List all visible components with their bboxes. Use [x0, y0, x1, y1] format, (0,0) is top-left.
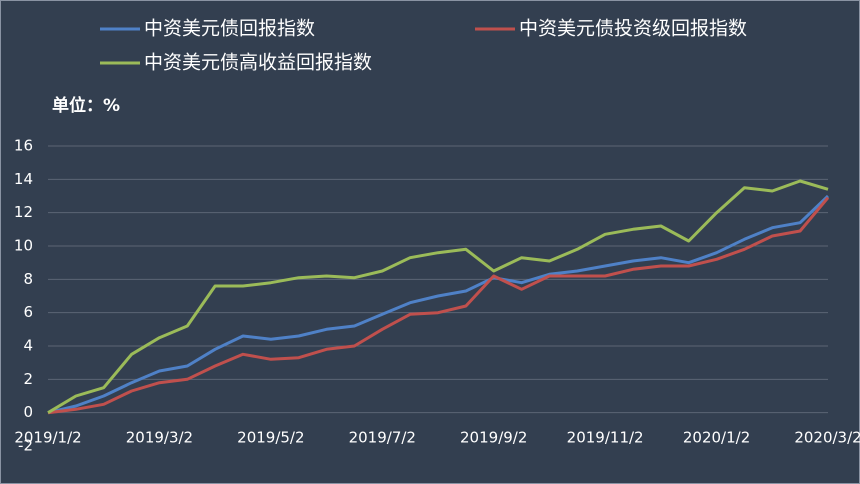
x-tick-label: 2019/11/2 [567, 429, 644, 447]
x-tick-label: 2020/1/2 [683, 429, 750, 447]
legend-label: 中资美元债回报指数 [144, 18, 315, 40]
line-series [47, 194, 830, 415]
y-tick-label: 2 [23, 370, 33, 388]
y-tick-label: 14 [14, 170, 33, 188]
legend-label: 中资美元债高收益回报指数 [144, 52, 372, 74]
line-series [47, 179, 829, 414]
y-tick-label: 0 [23, 403, 33, 421]
x-tick-label: 2019/1/2 [14, 429, 81, 447]
y-tick-label: 12 [14, 203, 33, 221]
y-tick-label: 4 [23, 337, 33, 355]
y-tick-label: 6 [23, 303, 33, 321]
x-tick-label: 2019/3/2 [126, 429, 193, 447]
y-tick-label: -2 [18, 437, 33, 455]
x-tick-label: 2019/9/2 [460, 429, 527, 447]
y-tick-label: 16 [14, 137, 33, 155]
x-tick-label: 2020/3/2 [794, 429, 860, 447]
x-tick-label: 2019/7/2 [349, 429, 416, 447]
y-tick-label: 10 [14, 237, 33, 255]
line-series [47, 196, 830, 415]
legend-label: 中资美元债投资级回报指数 [519, 18, 747, 40]
unit-label: 单位：% [52, 95, 120, 116]
x-tick-label: 2019/5/2 [237, 429, 304, 447]
y-tick-label: 8 [23, 270, 33, 288]
